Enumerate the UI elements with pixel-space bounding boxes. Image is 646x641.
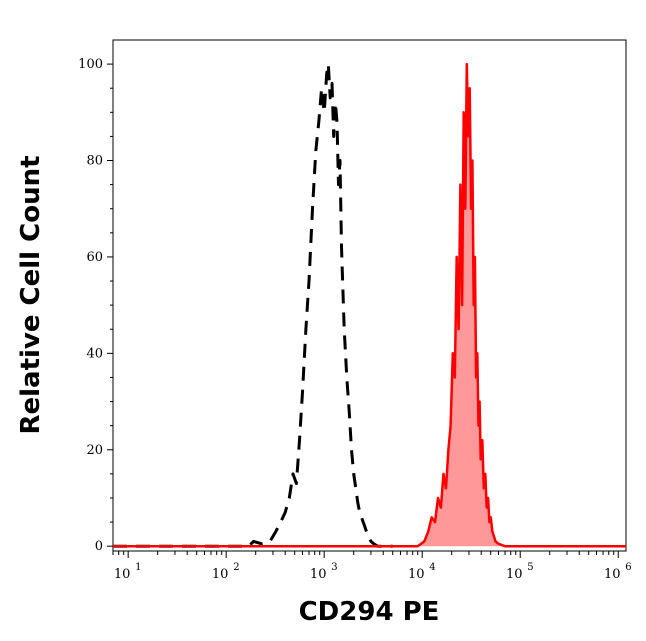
x-tick-label: 10 6	[604, 562, 632, 582]
x-tick-exponent: 6	[625, 562, 631, 573]
x-tick-label: 10 3	[310, 562, 338, 582]
x-tick-label: 10 4	[408, 562, 436, 582]
y-axis: 0 20 40 60 80 100	[78, 57, 113, 554]
x-tick-exponent: 2	[233, 562, 239, 573]
y-tick-label: 0	[95, 539, 103, 554]
x-tick-label: 10 2	[212, 562, 240, 582]
x-tick-base: 10	[408, 567, 425, 582]
series-0-line	[113, 62, 393, 548]
fill-layer	[113, 64, 626, 547]
line-layer	[113, 62, 626, 548]
plot-frame	[112, 39, 627, 552]
series-1-fill	[113, 64, 626, 547]
x-tick-exponent: 5	[527, 562, 533, 573]
x-tick-base: 10	[310, 567, 327, 582]
x-tick-base: 10	[114, 567, 131, 582]
y-tick-label: 80	[86, 154, 103, 169]
y-tick-label: 40	[86, 346, 103, 361]
x-tick-base: 10	[212, 567, 229, 582]
series-1-line	[113, 62, 626, 548]
y-tick-label: 100	[78, 57, 103, 72]
x-tick-base: 10	[604, 567, 621, 582]
x-tick-exponent: 3	[331, 562, 337, 573]
x-tick-label: 10 5	[506, 562, 534, 582]
y-tick-label: 60	[86, 250, 103, 265]
y-tick-label: 20	[86, 443, 103, 458]
y-axis-title: Relative Cell Count	[16, 155, 46, 434]
x-tick-base: 10	[506, 567, 523, 582]
x-tick-label: 10 1	[114, 562, 142, 582]
x-tick-exponent: 1	[135, 562, 141, 573]
x-tick-exponent: 4	[429, 562, 435, 573]
x-axis: 10 1 10 2 10 3 10 4 10 5 10 6	[112, 551, 632, 582]
x-axis-title: CD294 PE	[299, 597, 440, 627]
